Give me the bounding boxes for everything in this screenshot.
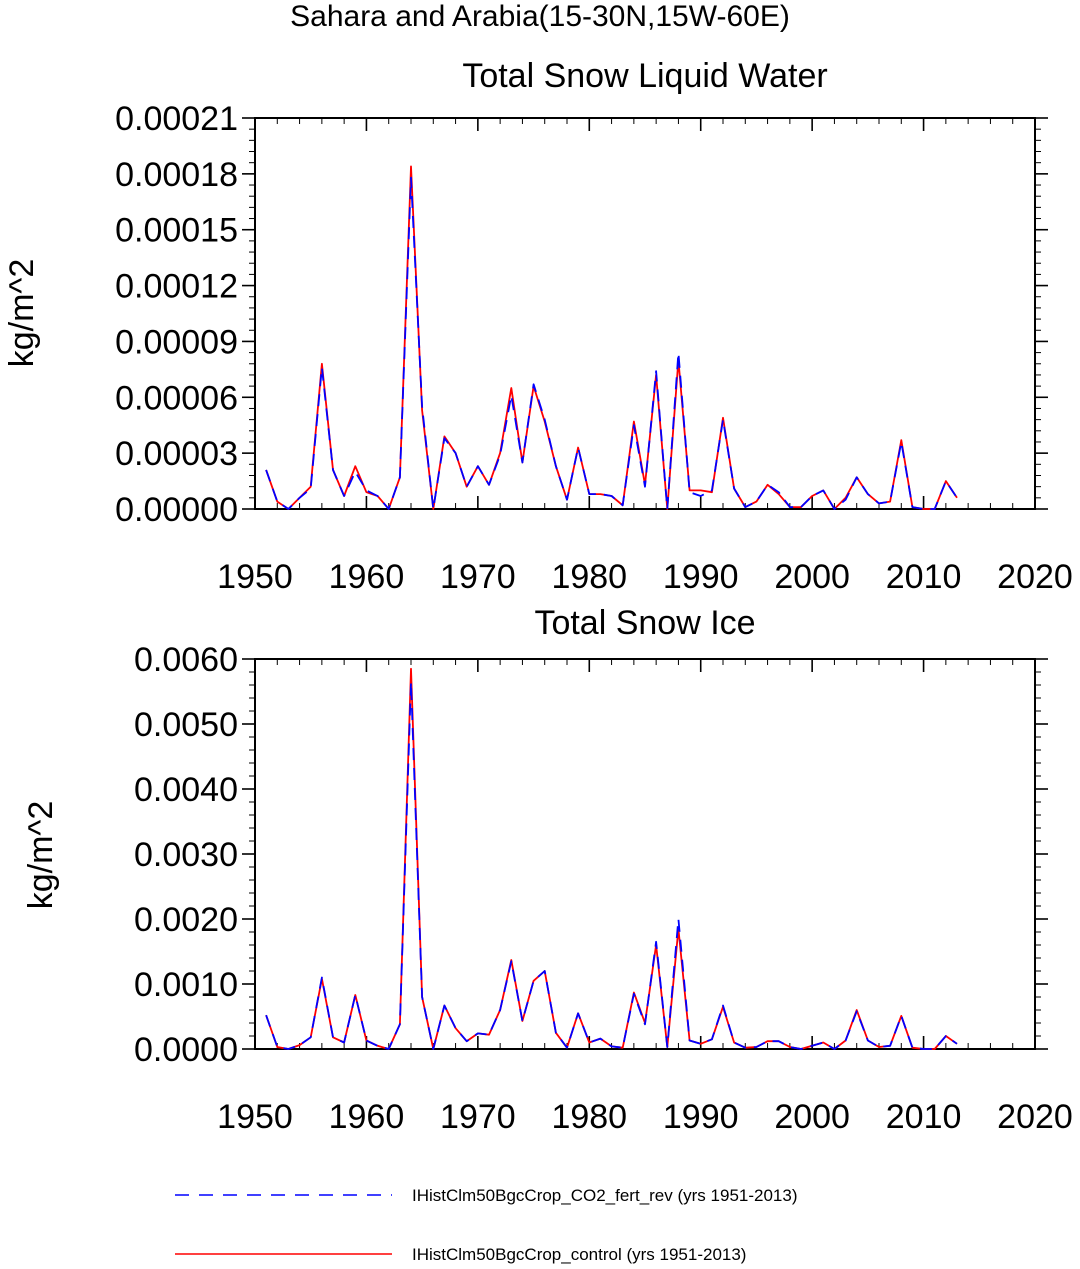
y-tick-label: 0.0060 xyxy=(134,641,238,679)
x-tick-label: 2000 xyxy=(774,558,850,596)
y-tick-label: 0.0030 xyxy=(134,836,238,874)
x-tick-label: 1960 xyxy=(329,558,405,596)
x-tick-label: 1980 xyxy=(551,1098,627,1136)
y-tick-label: 0.00021 xyxy=(115,100,238,138)
x-tick-label: 2020 xyxy=(997,558,1073,596)
x-tick-label: 2000 xyxy=(774,1098,850,1136)
y-tick-label: 0.00018 xyxy=(115,156,238,194)
y-tick-label: 0.00000 xyxy=(115,491,238,529)
y-tick-label: 0.00009 xyxy=(115,323,238,361)
y-axis-label: kg/m^2 xyxy=(3,259,41,368)
x-tick-label: 2010 xyxy=(886,558,962,596)
y-axis-label: kg/m^2 xyxy=(22,801,60,910)
x-tick-label: 1990 xyxy=(663,558,739,596)
x-tick-label: 2010 xyxy=(886,1098,962,1136)
y-tick-label: 0.0010 xyxy=(134,966,238,1004)
series-line-co2-fert-rev xyxy=(265,176,958,510)
y-tick-label: 0.00012 xyxy=(115,268,238,306)
series-line-co2-fert-rev xyxy=(265,680,958,1050)
x-tick-label: 1970 xyxy=(440,1098,516,1136)
x-tick-label: 1970 xyxy=(440,558,516,596)
legend-label-co2-fert-rev: IHistClm50BgcCrop_CO2_fert_rev (yrs 1951… xyxy=(412,1186,798,1205)
y-tick-label: 0.0050 xyxy=(134,706,238,744)
panel-title: Total Snow Ice xyxy=(534,604,755,642)
x-tick-label: 2020 xyxy=(997,1098,1073,1136)
x-tick-label: 1950 xyxy=(217,1098,293,1136)
x-tick-label: 1960 xyxy=(329,1098,405,1136)
y-tick-label: 0.00015 xyxy=(115,212,238,250)
panel-snow-liquid-water: Total Snow Liquid Water kg/m^2 1950 1960 1… xyxy=(3,57,1073,596)
x-tick-label: 1950 xyxy=(217,558,293,596)
y-tick-label: 0.00006 xyxy=(115,379,238,417)
plot-frame xyxy=(254,117,1036,510)
legend-label-control: IHistClm50BgcCrop_control (yrs 1951-2013… xyxy=(412,1245,746,1264)
series-line-control xyxy=(265,165,958,510)
y-tick-label: 0.0020 xyxy=(134,901,238,939)
plot-frame xyxy=(254,658,1036,1050)
y-tick-label: 0.00003 xyxy=(115,435,238,473)
y-tick-label: 0.0000 xyxy=(134,1031,238,1069)
x-tick-label: 1990 xyxy=(663,1098,739,1136)
panel-title: Total Snow Liquid Water xyxy=(462,57,827,95)
panel-snow-ice: Total Snow Ice kg/m^2 1950 1960 1970 1980 19… xyxy=(22,604,1073,1136)
y-tick-label: 0.0040 xyxy=(134,771,238,809)
figure-title: Sahara and Arabia(15-30N,15W-60E) xyxy=(290,0,790,33)
series-line-control xyxy=(265,667,958,1050)
legend: IHistClm50BgcCrop_CO2_fert_rev (yrs 1951… xyxy=(175,1186,798,1264)
x-tick-label: 1980 xyxy=(551,558,627,596)
